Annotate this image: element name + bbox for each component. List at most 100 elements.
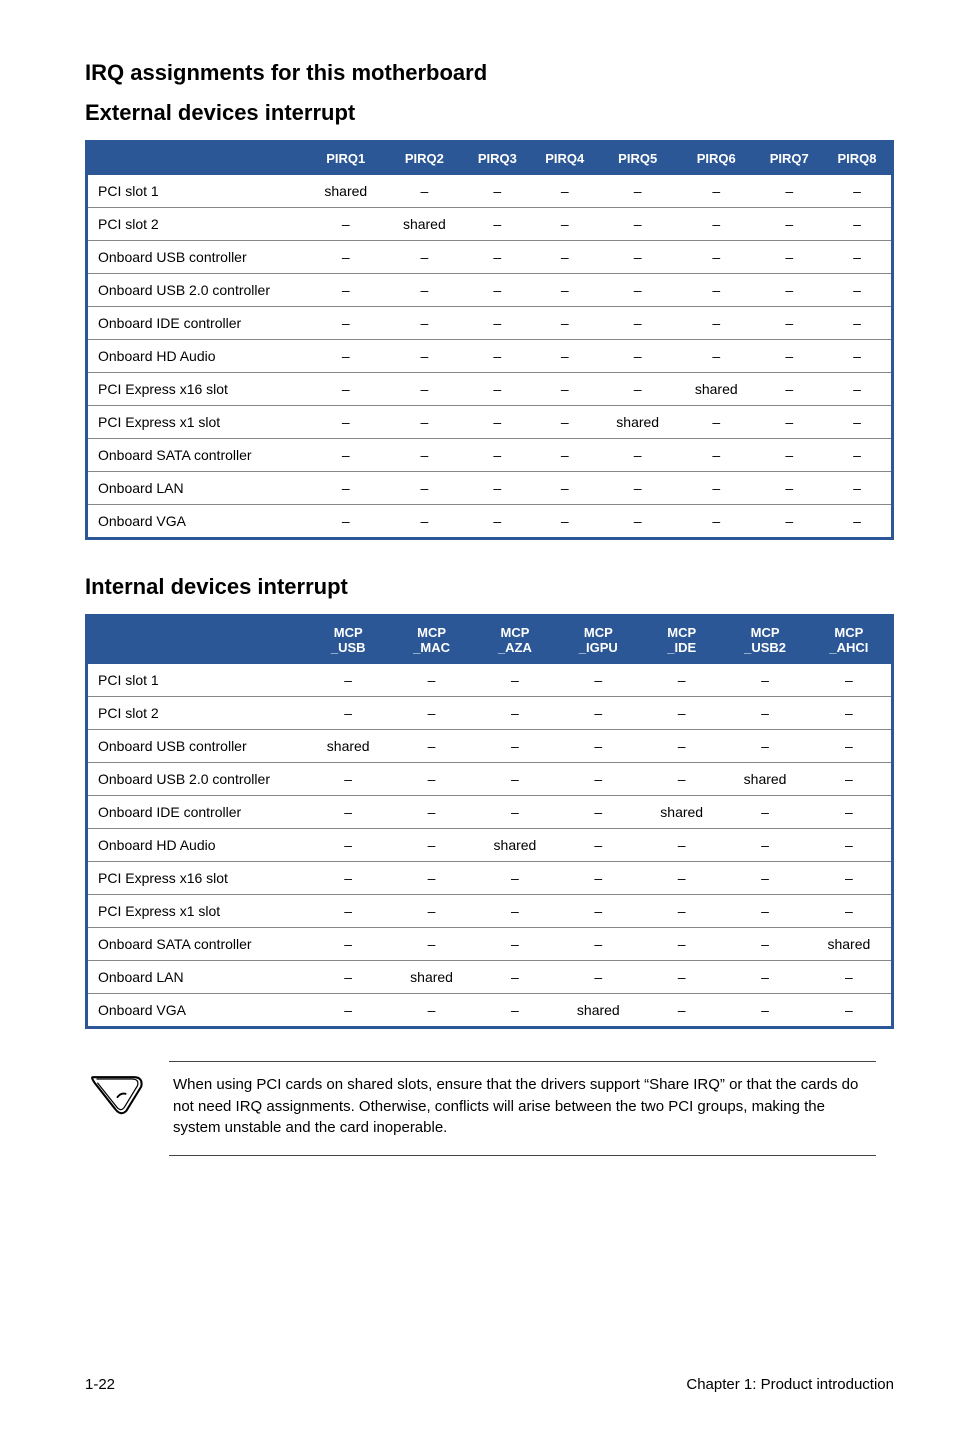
page-heading: IRQ assignments for this motherboard <box>85 60 894 86</box>
cell-value: – <box>640 828 723 861</box>
cell-value: – <box>473 861 556 894</box>
cell-value: – <box>677 306 756 339</box>
cell-value: – <box>307 993 390 1027</box>
external-irq-table: PIRQ1PIRQ2PIRQ3PIRQ4PIRQ5PIRQ6PIRQ7PIRQ8… <box>85 140 894 540</box>
cell-value: – <box>756 207 823 240</box>
cell-value: – <box>823 339 893 372</box>
table-row: PCI slot 1––––––– <box>87 664 893 697</box>
cell-value: – <box>756 405 823 438</box>
cell-value: – <box>307 207 386 240</box>
cell-value: – <box>640 664 723 697</box>
cell-value: – <box>307 339 386 372</box>
row-label: PCI Express x1 slot <box>87 405 307 438</box>
cell-value: – <box>807 894 893 927</box>
table-row: Onboard IDE controller–––––––– <box>87 306 893 339</box>
table-row: Onboard HD Audio––shared–––– <box>87 828 893 861</box>
cell-value: – <box>473 927 556 960</box>
cell-value: – <box>307 861 390 894</box>
cell-value: – <box>823 405 893 438</box>
cell-value: – <box>756 471 823 504</box>
cell-value: – <box>677 273 756 306</box>
cell-value: – <box>307 372 386 405</box>
cell-value: – <box>756 438 823 471</box>
cell-value: – <box>640 927 723 960</box>
cell-value: – <box>385 339 464 372</box>
cell-value: – <box>531 405 598 438</box>
cell-value: – <box>756 240 823 273</box>
cell-value: – <box>473 960 556 993</box>
chapter-label: Chapter 1: Product introduction <box>686 1376 894 1393</box>
table-row: Onboard HD Audio–––––––– <box>87 339 893 372</box>
cell-value: – <box>723 960 806 993</box>
cell-value: – <box>723 927 806 960</box>
cell-value: – <box>307 894 390 927</box>
cell-value: – <box>390 861 473 894</box>
cell-value: – <box>464 240 531 273</box>
cell-value: – <box>723 861 806 894</box>
table-row: PCI Express x16 slot––––––– <box>87 861 893 894</box>
page-number: 1-22 <box>85 1376 115 1393</box>
column-header: MCP_MAC <box>390 615 473 664</box>
cell-value: – <box>385 372 464 405</box>
cell-value: – <box>598 471 677 504</box>
row-label: Onboard HD Audio <box>87 828 307 861</box>
cell-value: – <box>598 240 677 273</box>
cell-value: – <box>531 306 598 339</box>
cell-value: – <box>807 729 893 762</box>
row-label: PCI slot 2 <box>87 696 307 729</box>
column-header: MCP_AHCI <box>807 615 893 664</box>
cell-value: – <box>531 207 598 240</box>
cell-value: – <box>640 729 723 762</box>
cell-value: – <box>756 306 823 339</box>
cell-value: shared <box>677 372 756 405</box>
cell-value: – <box>677 175 756 208</box>
cell-value: – <box>598 306 677 339</box>
cell-value: – <box>385 504 464 538</box>
cell-value: – <box>640 861 723 894</box>
table-row: Onboard USB 2.0 controller–––––––– <box>87 273 893 306</box>
column-header: MCP_IDE <box>640 615 723 664</box>
cell-value: – <box>640 960 723 993</box>
cell-value: – <box>807 762 893 795</box>
row-label: Onboard SATA controller <box>87 438 307 471</box>
cell-value: – <box>723 729 806 762</box>
cell-value: – <box>823 471 893 504</box>
cell-value: – <box>307 405 386 438</box>
cell-value: – <box>473 664 556 697</box>
cell-value: – <box>385 405 464 438</box>
row-label: PCI Express x16 slot <box>87 372 307 405</box>
cell-value: – <box>640 762 723 795</box>
cell-value: – <box>756 372 823 405</box>
cell-value: – <box>723 696 806 729</box>
cell-value: – <box>531 372 598 405</box>
cell-value: – <box>598 175 677 208</box>
cell-value: – <box>307 438 386 471</box>
cell-value: – <box>385 175 464 208</box>
table-row: PCI slot 2–shared–––––– <box>87 207 893 240</box>
cell-value: – <box>307 306 386 339</box>
cell-value: – <box>677 471 756 504</box>
cell-value: shared <box>473 828 556 861</box>
row-label: Onboard VGA <box>87 504 307 538</box>
cell-value: – <box>723 795 806 828</box>
note-callout: When using PCI cards on shared slots, en… <box>85 1061 894 1156</box>
row-label: PCI Express x16 slot <box>87 861 307 894</box>
cell-value: – <box>390 795 473 828</box>
cell-value: – <box>464 175 531 208</box>
cell-value: – <box>390 664 473 697</box>
cell-value: – <box>640 696 723 729</box>
cell-value: – <box>385 240 464 273</box>
cell-value: – <box>464 339 531 372</box>
cell-value: – <box>823 175 893 208</box>
table-row: Onboard VGA–––––––– <box>87 504 893 538</box>
row-label: PCI slot 2 <box>87 207 307 240</box>
cell-value: – <box>823 504 893 538</box>
table-row: Onboard LAN–––––––– <box>87 471 893 504</box>
cell-value: – <box>307 927 390 960</box>
cell-value: – <box>723 993 806 1027</box>
internal-irq-table: MCP_USBMCP_MACMCP_AZAMCP_IGPUMCP_IDEMCP_… <box>85 614 894 1029</box>
cell-value: – <box>531 504 598 538</box>
table-row: PCI Express x1 slot––––––– <box>87 894 893 927</box>
section-heading-internal: Internal devices interrupt <box>85 574 894 600</box>
cell-value: – <box>598 273 677 306</box>
